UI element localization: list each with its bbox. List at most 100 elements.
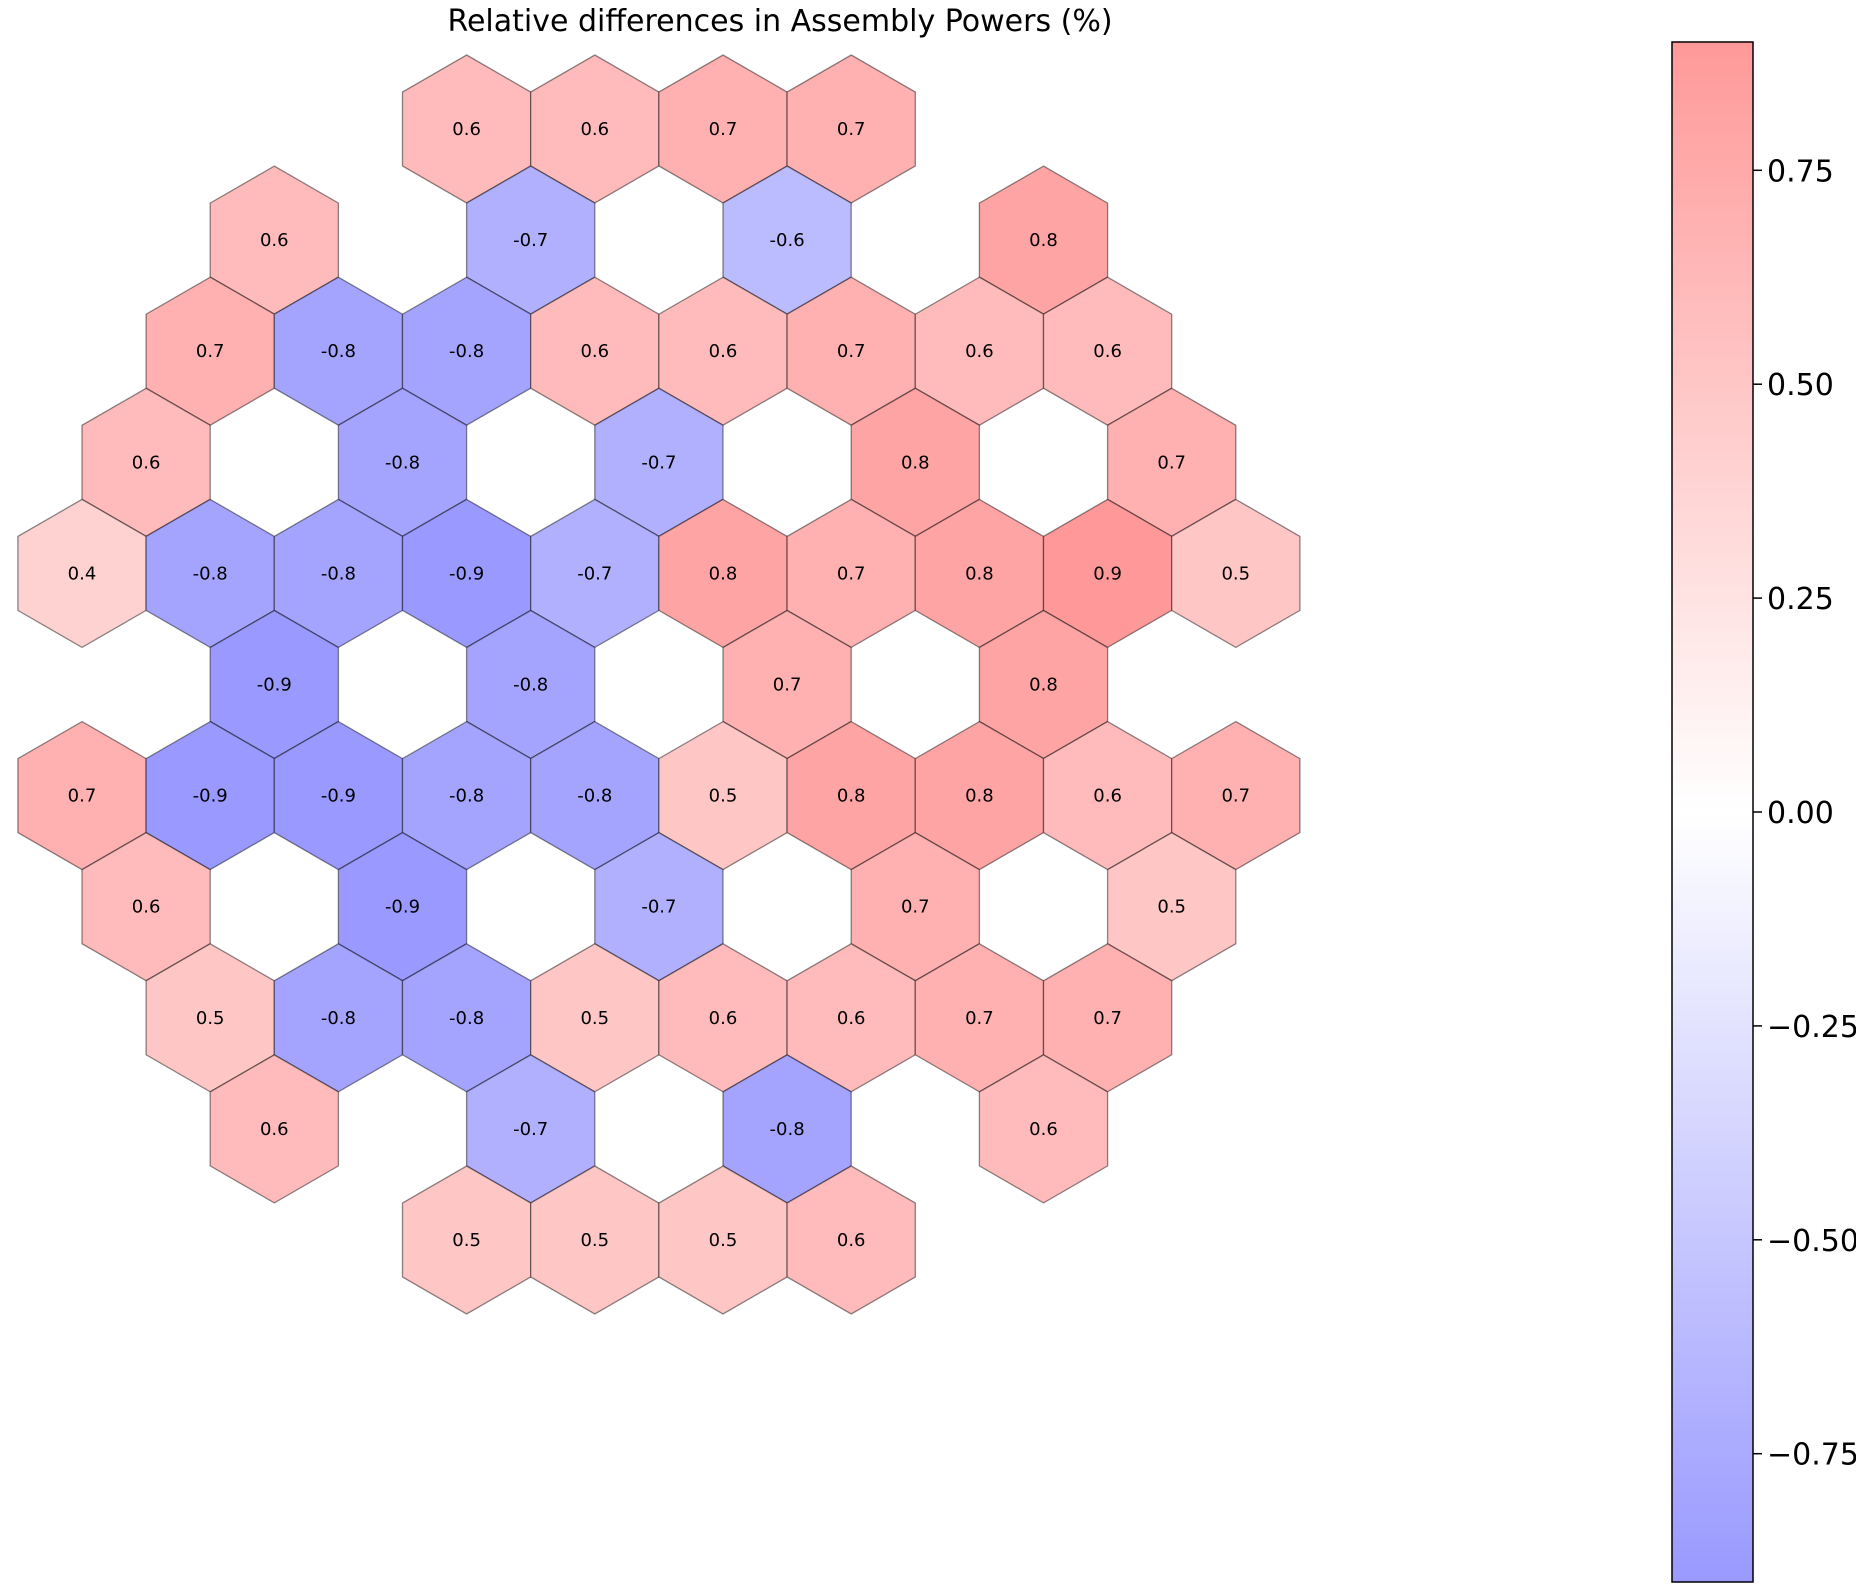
- hex-value-label: -0.9: [385, 897, 420, 918]
- hex-value-label: -0.9: [321, 786, 356, 807]
- hex-cell: [1171, 720, 1301, 871]
- hex-value-label: 0.7: [965, 1008, 994, 1029]
- hex-value-label: 0.7: [837, 341, 866, 362]
- colorbar-tick-label: 0.50: [1767, 368, 1834, 403]
- hex-value-label: -0.8: [513, 675, 548, 696]
- hex-value-label: 0.5: [1221, 563, 1250, 584]
- hex-cell: [337, 387, 468, 538]
- colorbar-tick-label: −0.50: [1767, 1224, 1856, 1259]
- hex-value-label: 0.8: [1029, 230, 1058, 251]
- colorbar-tick-label: 0.25: [1767, 582, 1834, 617]
- hex-value-label: 0.7: [773, 675, 802, 696]
- hex-cell: [337, 831, 468, 982]
- hex-cell: [978, 1054, 1109, 1204]
- hex-cell: [786, 54, 916, 204]
- hex-cell: [465, 1054, 596, 1204]
- hex-value-label: 0.6: [580, 341, 609, 362]
- hex-cell: [1042, 276, 1173, 426]
- hex-value-label: -0.7: [513, 1119, 548, 1140]
- hex-value-label: 0.6: [965, 341, 994, 362]
- hex-value-label: 0.7: [837, 119, 866, 140]
- hex-value-label: 0.9: [1093, 563, 1122, 584]
- hex-value-label: 0.6: [837, 1008, 866, 1029]
- hex-value-label: 0.6: [709, 341, 738, 362]
- hex-value-label: 0.7: [837, 563, 866, 584]
- hex-value-label: -0.8: [449, 341, 484, 362]
- hex-value-label: -0.9: [449, 563, 484, 584]
- hex-value-label: -0.8: [770, 1119, 805, 1140]
- hex-value-label: 0.6: [580, 119, 609, 140]
- hex-cell: [1106, 831, 1237, 982]
- hex-value-label: -0.7: [641, 897, 676, 918]
- hex-cell: [209, 1054, 340, 1204]
- hex-cell: [81, 387, 211, 538]
- hex-value-label: 0.5: [580, 1230, 609, 1251]
- hex-value-label: 0.7: [196, 341, 225, 362]
- hex-value-label: -0.8: [193, 563, 228, 584]
- hex-value-label: 0.6: [260, 230, 289, 251]
- hex-value-label: 0.6: [260, 1119, 289, 1140]
- hex-cell: [850, 831, 981, 982]
- hex-value-label: -0.7: [577, 563, 612, 584]
- colorbar-tick-label: −0.75: [1767, 1438, 1856, 1473]
- hex-value-label: 0.6: [132, 452, 161, 473]
- hex-value-label: 0.7: [901, 897, 930, 918]
- hex-value-label: 0.8: [1029, 675, 1058, 696]
- hex-value-label: 0.8: [837, 786, 866, 807]
- hex-value-label: 0.5: [580, 1008, 609, 1029]
- hex-value-label: 0.7: [68, 786, 97, 807]
- hex-value-label: 0.7: [1157, 452, 1186, 473]
- hex-value-label: 0.7: [1221, 786, 1250, 807]
- hex-cell: [81, 831, 211, 982]
- hex-cell: [465, 609, 596, 760]
- hex-value-label: 0.5: [709, 1230, 738, 1251]
- hex-cell: [209, 609, 340, 760]
- hex-value-label: 0.5: [709, 786, 738, 807]
- hex-cell: [594, 387, 724, 538]
- hex-cell: [209, 165, 340, 315]
- hex-value-label: -0.6: [770, 230, 805, 251]
- hex-value-label: 0.5: [1157, 897, 1186, 918]
- chart-title: Relative differences in Assembly Powers …: [447, 4, 1113, 39]
- hex-value-label: -0.9: [193, 786, 228, 807]
- hex-value-label: 0.6: [1093, 341, 1122, 362]
- hex-value-label: 0.8: [965, 786, 994, 807]
- hex-map: 0.6 0.6 0.7 0.7 0.6 -0.7 -0.6 0.8 0.7 -0.8 -0.8 0.6…: [17, 54, 1301, 1315]
- colorbar-ticks: 0.75 0.50 0.25 0.00 −0.25 −0.50 −0.75: [1753, 154, 1856, 1473]
- hex-value-label: 0.8: [709, 563, 738, 584]
- hex-value-label: -0.8: [449, 786, 484, 807]
- hex-value-label: 0.5: [196, 1008, 225, 1029]
- hex-value-label: -0.7: [513, 230, 548, 251]
- hex-value-label: 0.6: [132, 897, 161, 918]
- colorbar-tick-label: 0.00: [1767, 796, 1834, 831]
- hex-value-label: -0.8: [321, 341, 356, 362]
- hex-value-label: -0.8: [577, 786, 612, 807]
- hex-cell: [722, 1054, 852, 1204]
- hex-cell: [850, 387, 981, 538]
- hex-cell: [978, 609, 1109, 760]
- hex-cell: [978, 165, 1109, 315]
- colorbar-tick-label: 0.75: [1767, 154, 1834, 189]
- hex-value-label: -0.8: [321, 563, 356, 584]
- hex-cell: [722, 165, 852, 315]
- hex-cell: [786, 1165, 916, 1315]
- hex-value-label: -0.8: [385, 452, 420, 473]
- hex-value-label: -0.8: [321, 1008, 356, 1029]
- hex-value-label: 0.6: [1093, 786, 1122, 807]
- hex-value-label: 0.6: [709, 1008, 738, 1029]
- hex-value-label: 0.8: [901, 452, 930, 473]
- hex-value-label: 0.8: [965, 563, 994, 584]
- hex-value-label: -0.8: [449, 1008, 484, 1029]
- hex-value-label: 0.6: [452, 119, 481, 140]
- hex-cell: [465, 165, 596, 315]
- hex-value-label: 0.6: [837, 1230, 866, 1251]
- hex-cell: [1171, 498, 1301, 649]
- hex-value-label: 0.7: [709, 119, 738, 140]
- hex-cell: [1042, 943, 1173, 1093]
- hex-value-label: 0.6: [1029, 1119, 1058, 1140]
- colorbar-gradient: [1671, 41, 1754, 1583]
- hex-value-label: 0.5: [452, 1230, 481, 1251]
- hex-cell: [722, 609, 852, 760]
- hex-cells-layer: 0.6 0.6 0.7 0.7 0.6 -0.7 -0.6 0.8 0.7 -0.8 -0.8 0.6…: [17, 54, 1301, 1315]
